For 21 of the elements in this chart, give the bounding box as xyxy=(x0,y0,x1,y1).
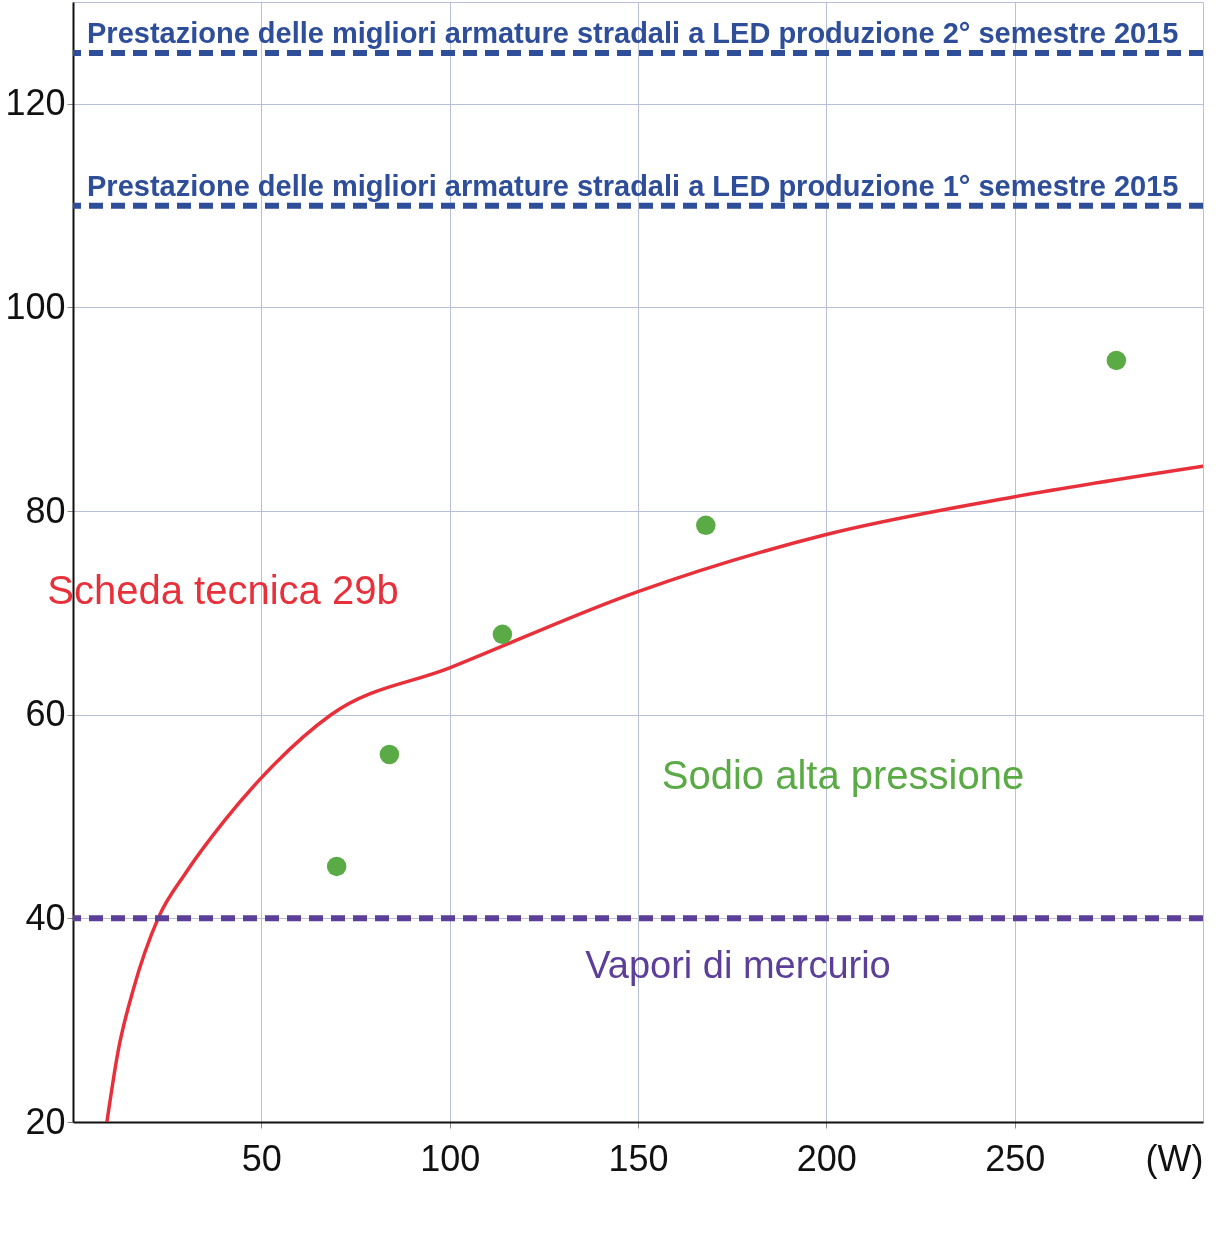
point xyxy=(1106,350,1127,371)
y-tick-label: 40 xyxy=(25,896,66,938)
point xyxy=(379,744,400,765)
y-tick-label: 60 xyxy=(25,693,66,735)
y-tick-label: 80 xyxy=(25,489,66,531)
x-tick-label: 200 xyxy=(796,1137,857,1179)
x-tick-label: 250 xyxy=(985,1137,1046,1179)
text: Sodio alta pressione xyxy=(661,753,1025,797)
ref-line-label: Vapori di mercurio xyxy=(585,944,891,987)
y-tick-label: 100 xyxy=(5,285,66,327)
point xyxy=(326,856,347,877)
y-tick-label: 120 xyxy=(5,82,66,124)
x-tick-label: 50 xyxy=(241,1137,282,1179)
point xyxy=(696,515,716,536)
y-tick-label: 20 xyxy=(25,1100,66,1142)
point xyxy=(492,624,513,645)
x-tick-label: 150 xyxy=(608,1137,669,1179)
ref-line-label: Prestazione delle migliori armature stradali a LED produzione 2° semestre 2015 xyxy=(87,16,1179,49)
ref-line-label: Prestazione delle migliori armature stradali a LED produzione 1° semestre 2015 xyxy=(87,169,1179,202)
x-tick-label: 100 xyxy=(420,1137,481,1179)
x-axis-title: (W) xyxy=(1145,1137,1204,1179)
